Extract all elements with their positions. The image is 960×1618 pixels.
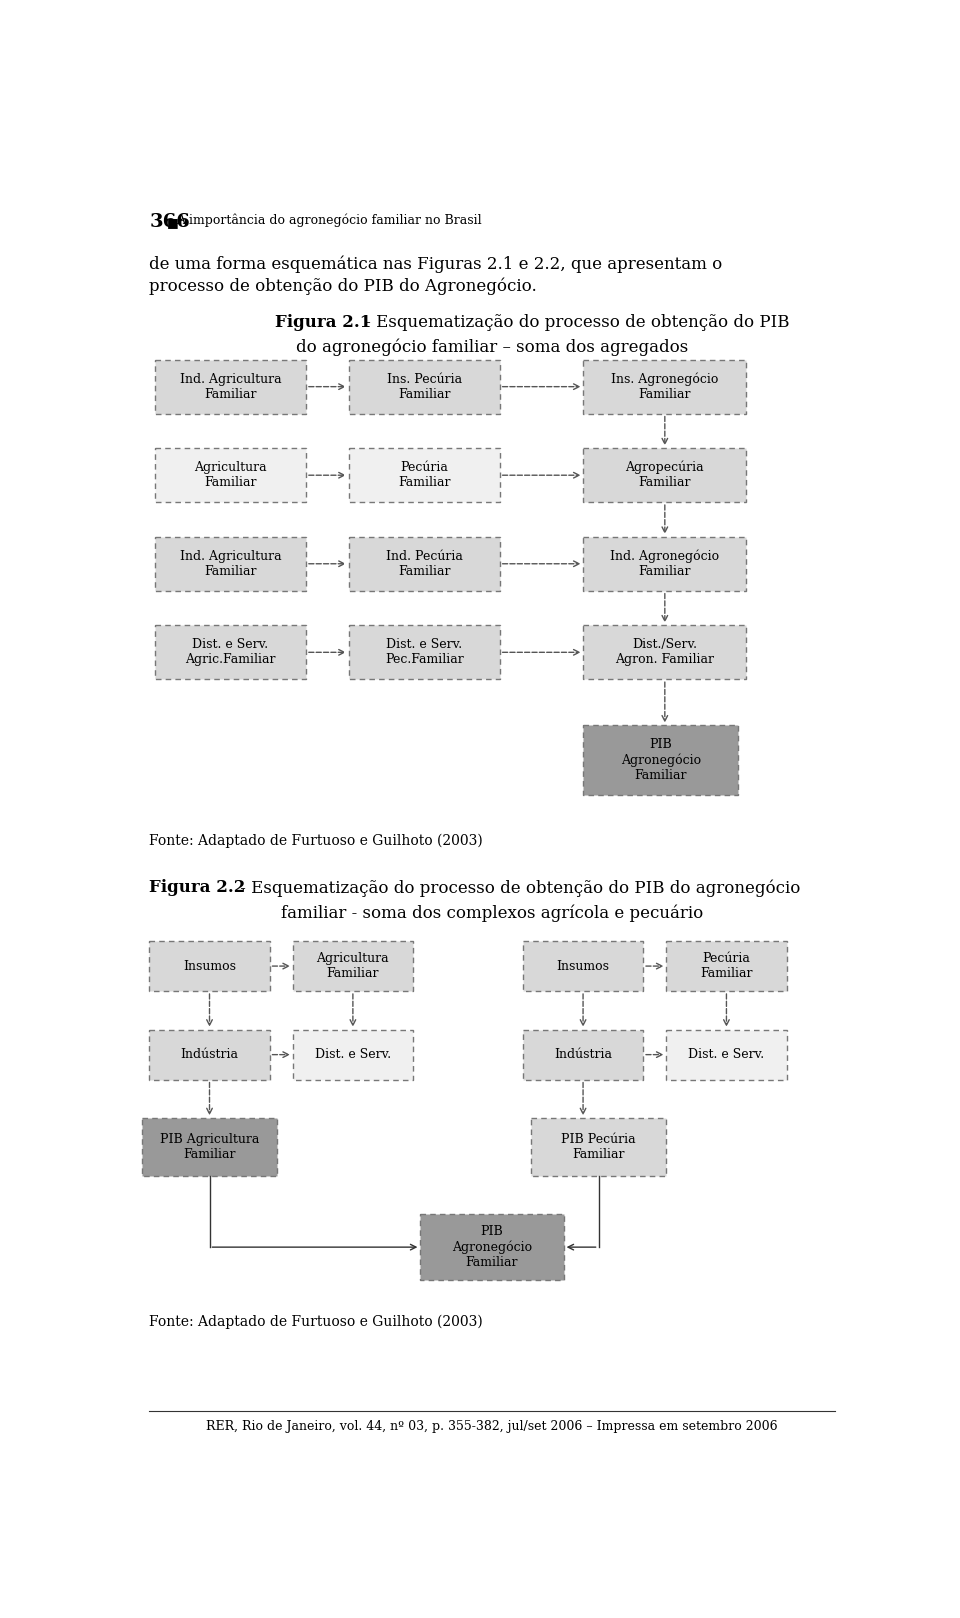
Text: Indústria: Indústria xyxy=(554,1048,612,1061)
Text: Agricultura
Familiar: Agricultura Familiar xyxy=(317,951,389,981)
Text: PIB Pecúria
Familiar: PIB Pecúria Familiar xyxy=(562,1133,636,1162)
FancyBboxPatch shape xyxy=(666,1029,786,1079)
FancyBboxPatch shape xyxy=(348,359,500,414)
FancyBboxPatch shape xyxy=(584,537,746,591)
FancyBboxPatch shape xyxy=(293,1029,413,1079)
Text: Ind. Agricultura
Familiar: Ind. Agricultura Familiar xyxy=(180,372,281,401)
FancyBboxPatch shape xyxy=(150,1029,270,1079)
FancyBboxPatch shape xyxy=(584,448,746,502)
FancyBboxPatch shape xyxy=(155,537,306,591)
FancyBboxPatch shape xyxy=(584,626,746,680)
FancyBboxPatch shape xyxy=(666,942,786,992)
FancyBboxPatch shape xyxy=(420,1215,564,1280)
Text: Figura 2.1: Figura 2.1 xyxy=(275,314,372,330)
FancyBboxPatch shape xyxy=(348,448,500,502)
FancyBboxPatch shape xyxy=(523,942,643,992)
Text: Insumos: Insumos xyxy=(183,959,236,972)
Text: Indústria: Indústria xyxy=(180,1048,238,1061)
Text: Dist. e Serv.: Dist. e Serv. xyxy=(688,1048,764,1061)
Text: Ind. Agricultura
Familiar: Ind. Agricultura Familiar xyxy=(180,550,281,578)
Text: - Esquematização do processo de obtenção do PIB: - Esquematização do processo de obtenção… xyxy=(360,314,790,330)
Text: Dist. e Serv.
Agric.Familiar: Dist. e Serv. Agric.Familiar xyxy=(185,639,276,667)
Text: ■: ■ xyxy=(166,215,179,228)
FancyBboxPatch shape xyxy=(155,448,306,502)
Text: Fonte: Adaptado de Furtuoso e Guilhoto (2003): Fonte: Adaptado de Furtuoso e Guilhoto (… xyxy=(150,833,483,848)
FancyBboxPatch shape xyxy=(584,359,746,414)
Text: PIB Agricultura
Familiar: PIB Agricultura Familiar xyxy=(159,1133,259,1162)
Text: Figura 2.2: Figura 2.2 xyxy=(150,880,246,896)
Text: - Esquematização do processo de obtenção do PIB do agronegócio: - Esquematização do processo de obtenção… xyxy=(234,880,800,896)
Text: familiar - soma dos complexos agrícola e pecuário: familiar - soma dos complexos agrícola e… xyxy=(281,904,703,922)
FancyBboxPatch shape xyxy=(523,1029,643,1079)
Text: Ind. Pecúria
Familiar: Ind. Pecúria Familiar xyxy=(386,550,463,578)
Text: Pecúria
Familiar: Pecúria Familiar xyxy=(398,461,450,489)
FancyBboxPatch shape xyxy=(293,942,413,992)
FancyBboxPatch shape xyxy=(155,626,306,680)
FancyBboxPatch shape xyxy=(348,537,500,591)
Text: Ins. Agronegócio
Familiar: Ins. Agronegócio Familiar xyxy=(612,372,718,401)
FancyBboxPatch shape xyxy=(531,1118,666,1176)
Text: PIB
Agronegócio
Familiar: PIB Agronegócio Familiar xyxy=(621,738,701,781)
Text: de uma forma esquemática nas Figuras 2.1 e 2.2, que apresentam o: de uma forma esquemática nas Figuras 2.1… xyxy=(150,256,723,273)
Text: RER, Rio de Janeiro, vol. 44, nº 03, p. 355-382, jul/set 2006 – Impressa em sete: RER, Rio de Janeiro, vol. 44, nº 03, p. … xyxy=(206,1421,778,1434)
Text: do agronegócio familiar – soma dos agregados: do agronegócio familiar – soma dos agreg… xyxy=(296,338,688,356)
Text: Fonte: Adaptado de Furtuoso e Guilhoto (2003): Fonte: Adaptado de Furtuoso e Guilhoto (… xyxy=(150,1314,483,1328)
FancyBboxPatch shape xyxy=(150,942,270,992)
Text: Dist. e Serv.
Pec.Familiar: Dist. e Serv. Pec.Familiar xyxy=(385,639,464,667)
FancyBboxPatch shape xyxy=(348,626,500,680)
Text: Ins. Pecúria
Familiar: Ins. Pecúria Familiar xyxy=(387,372,462,401)
Text: Ind. Agronegócio
Familiar: Ind. Agronegócio Familiar xyxy=(611,550,719,578)
FancyBboxPatch shape xyxy=(155,359,306,414)
Text: Dist. e Serv.: Dist. e Serv. xyxy=(315,1048,391,1061)
Text: Agropecúria
Familiar: Agropecúria Familiar xyxy=(626,461,704,490)
FancyBboxPatch shape xyxy=(142,1118,277,1176)
Text: A importância do agronegócio familiar no Brasil: A importância do agronegócio familiar no… xyxy=(176,214,481,227)
FancyBboxPatch shape xyxy=(584,725,738,794)
Text: processo de obtenção do PIB do Agronegócio.: processo de obtenção do PIB do Agronegóc… xyxy=(150,277,538,294)
Text: 366: 366 xyxy=(150,214,190,231)
Text: Pecúria
Familiar: Pecúria Familiar xyxy=(700,951,753,981)
Text: Agricultura
Familiar: Agricultura Familiar xyxy=(194,461,267,489)
Text: PIB
Agronegócio
Familiar: PIB Agronegócio Familiar xyxy=(452,1225,532,1269)
Text: Insumos: Insumos xyxy=(557,959,610,972)
Text: Dist./Serv.
Agron. Familiar: Dist./Serv. Agron. Familiar xyxy=(615,639,714,667)
